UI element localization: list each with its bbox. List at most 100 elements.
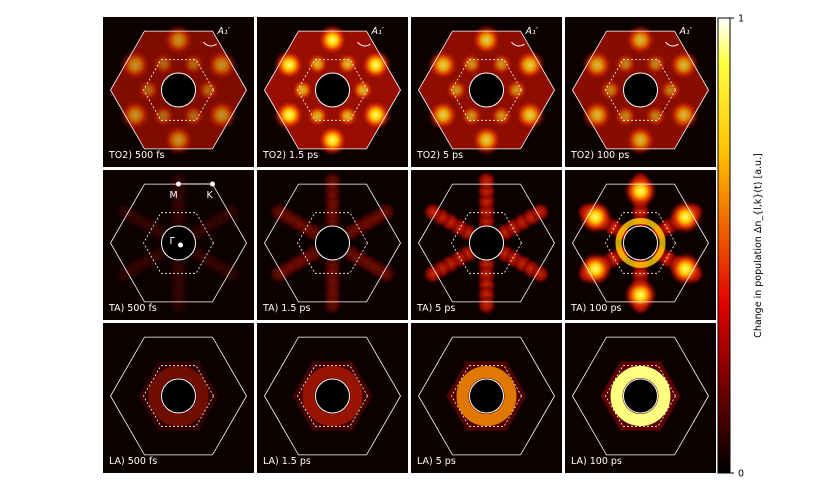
- panel-label: TA) 100 ps: [570, 303, 621, 314]
- panel: LA) 1.5 ps: [257, 323, 408, 473]
- brillouin-zone: [264, 183, 401, 303]
- k-point-label: K: [207, 190, 214, 201]
- heat-blob: [504, 78, 529, 102]
- heat-blob: [444, 78, 469, 102]
- heat-ring: [302, 366, 363, 426]
- inner-zone: [297, 59, 368, 121]
- inner-zone: [451, 212, 522, 274]
- heat-blob: [578, 252, 613, 286]
- heat-blob: [668, 252, 703, 286]
- heat-blob: [667, 49, 700, 81]
- panel-label: TA) 5 ps: [416, 303, 455, 314]
- panel-label: LA) 500 fs: [109, 456, 157, 467]
- heat-blob: [196, 78, 221, 102]
- panel-label: TA) 500 fs: [108, 303, 157, 314]
- heat-blob: [151, 103, 176, 128]
- center-disk: [161, 378, 196, 414]
- heat-blob: [598, 78, 623, 102]
- heat-blob: [376, 264, 397, 284]
- heat-blob: [470, 124, 503, 156]
- inner-zone: [605, 212, 676, 274]
- brillouin-zone: [110, 336, 247, 456]
- heat-blob: [578, 200, 613, 234]
- k-point: [210, 181, 215, 187]
- heat-blob: [168, 295, 189, 315]
- marker-label: A₁′: [371, 26, 385, 37]
- inner-zone: [451, 59, 522, 121]
- panel-label: TA) 1.5 ps: [262, 303, 310, 314]
- center-disk: [161, 72, 196, 108]
- heat-blob: [114, 264, 135, 284]
- heat-blob: [359, 99, 392, 131]
- center-disk: [315, 225, 350, 261]
- heat-blob: [151, 52, 176, 77]
- heat-blob: [273, 49, 306, 81]
- k-point-label: M: [170, 190, 178, 201]
- panel: TO2) 100 ps A₁′: [565, 17, 716, 167]
- brillouin-zone: [418, 183, 555, 303]
- panel: TO2) 500 fs A₁′: [103, 17, 254, 167]
- heat-blob: [222, 202, 243, 222]
- heat-blob: [114, 202, 135, 222]
- brillouin-zone: [110, 30, 247, 150]
- heat-blob: [305, 52, 330, 77]
- heat-blob: [335, 103, 360, 128]
- panel-label: TO2) 500 fs: [108, 150, 165, 161]
- center-disk: [623, 72, 658, 108]
- center-disk: [315, 72, 350, 108]
- center-disk: [623, 225, 658, 261]
- heat-ring: [456, 366, 517, 426]
- panel-label: TO2) 100 ps: [570, 150, 629, 161]
- heat-blob: [643, 52, 668, 77]
- heat-blob: [162, 124, 195, 156]
- k-point: [178, 242, 183, 248]
- k-point: [176, 181, 181, 187]
- colorbar-tick-label: 0: [738, 469, 744, 480]
- heat-blob: [181, 103, 206, 128]
- heat-blob: [668, 200, 703, 234]
- heat-ring: [148, 366, 209, 426]
- heat-blob: [459, 103, 484, 128]
- heat-blob: [470, 24, 503, 56]
- panel: TA) 500 fs M K Γ: [103, 170, 254, 320]
- heat-blob: [422, 264, 443, 284]
- panel: TO2) 1.5 ps A₁′: [257, 17, 408, 167]
- marker-arc: [203, 41, 217, 47]
- inner-zone: [297, 365, 368, 427]
- brillouin-zone: [264, 30, 401, 150]
- heat-blob: [427, 49, 460, 81]
- heat-blob: [322, 171, 343, 191]
- heat-blob: [422, 202, 443, 222]
- inner-zone: [605, 59, 676, 121]
- panel-label: TO2) 1.5 ps: [262, 150, 318, 161]
- heat-blob: [476, 295, 497, 315]
- heat-blob: [667, 99, 700, 131]
- panel-label: LA) 1.5 ps: [263, 456, 311, 467]
- heat-blob: [136, 78, 161, 102]
- panel-label: LA) 5 ps: [417, 456, 456, 467]
- marker-label: A₁′: [679, 26, 693, 37]
- heat-blob: [489, 103, 514, 128]
- colorbar-label: Change in population Δn_{l,k}(t) [a.u.]: [753, 153, 764, 338]
- inner-zone: [605, 365, 676, 427]
- heat-blob: [489, 52, 514, 77]
- panel: TO2) 5 ps A₁′: [411, 17, 562, 167]
- heat-blob: [581, 49, 614, 81]
- inner-zone: [297, 212, 368, 274]
- center-disk: [469, 72, 504, 108]
- heat-blob: [658, 78, 683, 102]
- brillouin-zone: [572, 30, 709, 150]
- heat-blob: [581, 99, 614, 131]
- brillouin-zone: [572, 336, 709, 456]
- heat-blob: [359, 49, 392, 81]
- heat-blob: [530, 264, 551, 284]
- heat-blob: [335, 52, 360, 77]
- heat-blob: [624, 24, 657, 56]
- panel-label: TO2) 5 ps: [416, 150, 463, 161]
- brillouin-zone: [418, 336, 555, 456]
- brillouin-zone: [572, 183, 709, 303]
- panel: TA) 100 ps: [565, 170, 716, 320]
- heat-blob: [613, 103, 638, 128]
- heat-blob: [290, 78, 315, 102]
- heat-blob: [376, 202, 397, 222]
